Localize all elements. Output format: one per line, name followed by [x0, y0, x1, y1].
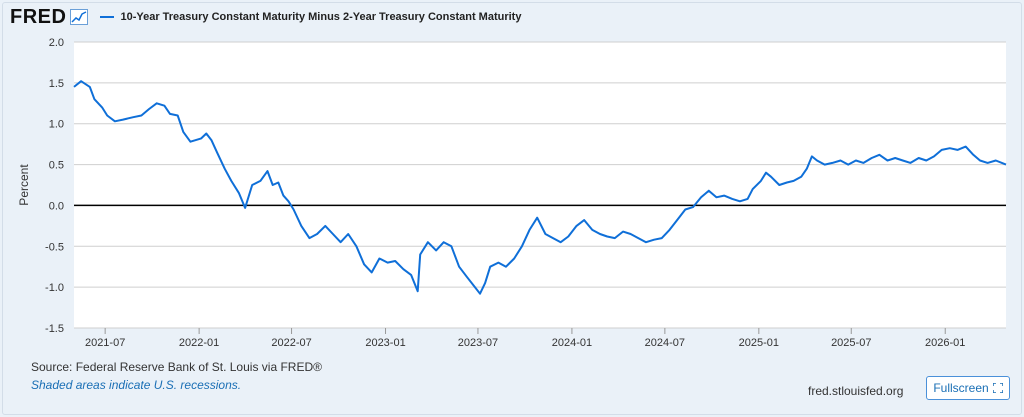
x-tick-label: 2022-01 — [179, 337, 219, 349]
source-text: Source: Federal Reserve Bank of St. Loui… — [31, 360, 322, 374]
x-tick-label: 2022-07 — [271, 337, 311, 349]
y-tick-label: -0.5 — [45, 241, 64, 253]
y-axis-label: Percent — [17, 164, 31, 206]
legend-swatch — [100, 16, 115, 18]
x-tick-label: 2024-01 — [552, 337, 592, 349]
y-tick-label: 2.0 — [49, 37, 64, 49]
legend-label: 10-Year Treasury Constant Maturity Minus… — [120, 11, 522, 23]
x-tick-label: 2023-01 — [365, 337, 405, 349]
fullscreen-label: Fullscreen — [933, 381, 989, 395]
series-line — [73, 80, 1007, 295]
fullscreen-icon — [992, 383, 1003, 393]
x-tick-label: 2021-07 — [85, 337, 125, 349]
y-axis-ticks: 2.0 1.5 1.0 0.5 0.0 -0.5 -1.0 -1.5 — [45, 37, 64, 335]
x-tick-label: 2025-07 — [831, 337, 871, 349]
fullscreen-button[interactable]: Fullscreen — [926, 376, 1010, 400]
x-tick-label: 2026-01 — [925, 337, 965, 349]
chart-header: FRED 10-Year Treasury Constant Maturity … — [10, 6, 521, 28]
x-tick-label: 2023-07 — [458, 337, 498, 349]
y-tick-label: 1.0 — [49, 119, 64, 131]
x-tick-label: 2025-01 — [739, 337, 779, 349]
x-tick-label: 2024-07 — [645, 337, 685, 349]
line-chart: 2.0 1.5 1.0 0.5 0.0 -0.5 -1.0 -1.5 2021-07 2022-… — [17, 37, 1007, 349]
fred-logo[interactable]: FRED — [10, 6, 67, 28]
y-tick-label: 1.5 — [49, 78, 64, 90]
y-tick-label: 0.0 — [49, 200, 64, 212]
recession-note: Shaded areas indicate U.S. recessions. — [31, 378, 242, 392]
site-link[interactable]: fred.stlouisfed.org — [808, 384, 904, 398]
y-tick-label: 0.5 — [49, 160, 64, 172]
plot-area — [74, 42, 1006, 328]
line-graph-icon — [70, 9, 89, 25]
x-axis-ticks: 2021-07 2022-01 2022-07 2023-01 2023-07 2024-… — [85, 328, 965, 349]
y-tick-label: -1.5 — [45, 323, 64, 335]
y-tick-label: -1.0 — [45, 282, 64, 294]
